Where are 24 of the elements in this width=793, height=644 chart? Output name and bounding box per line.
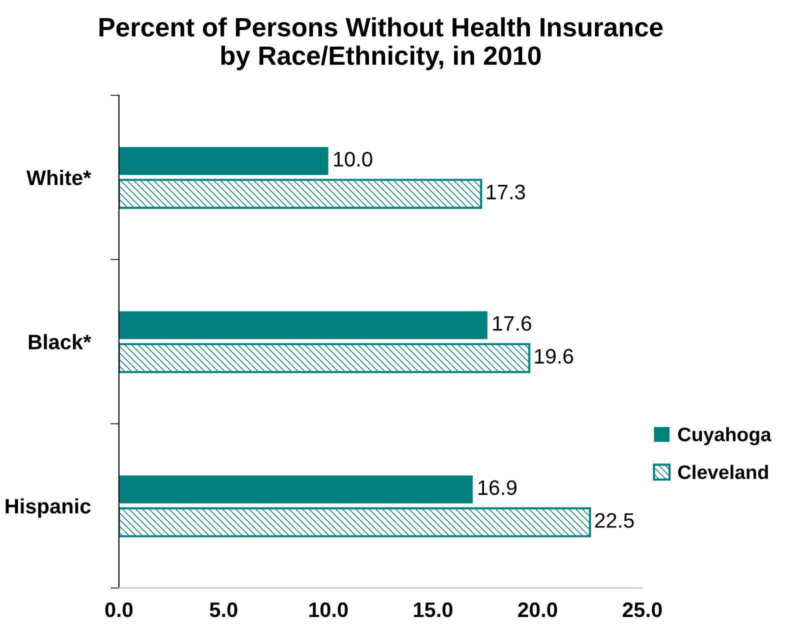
bar [118, 178, 482, 209]
x-tick-label: 10.0 [309, 602, 348, 618]
data-label: 22.5 [595, 513, 634, 528]
bar [118, 507, 592, 538]
y-tick-label: Black* [28, 334, 92, 350]
x-tick-label: 20.0 [518, 602, 558, 618]
data-label: 10.0 [334, 152, 372, 167]
legend-label: Cuyahoga [678, 427, 772, 446]
chart-title: Percent of Persons Without Health Insurance by Race/Ethnicity, in 2010 [100, 17, 663, 70]
y-tick-label: Hispanic [6, 498, 91, 518]
bar [118, 311, 488, 340]
bar [118, 147, 328, 175]
bar [118, 475, 473, 504]
legend-label: Cleveland [678, 464, 768, 480]
x-tick-label: 15.0 [414, 602, 452, 618]
x-tick-label: 5.0 [210, 602, 238, 618]
x-tick-label: 0.0 [105, 602, 133, 618]
data-label: 17.6 [493, 316, 532, 331]
bar [118, 343, 530, 374]
x-tick-label: 25.0 [622, 602, 662, 618]
data-label: 17.3 [486, 184, 525, 200]
y-tick-label: White* [26, 170, 92, 186]
data-label: 16.9 [478, 480, 516, 496]
data-label: 19.6 [535, 348, 574, 364]
